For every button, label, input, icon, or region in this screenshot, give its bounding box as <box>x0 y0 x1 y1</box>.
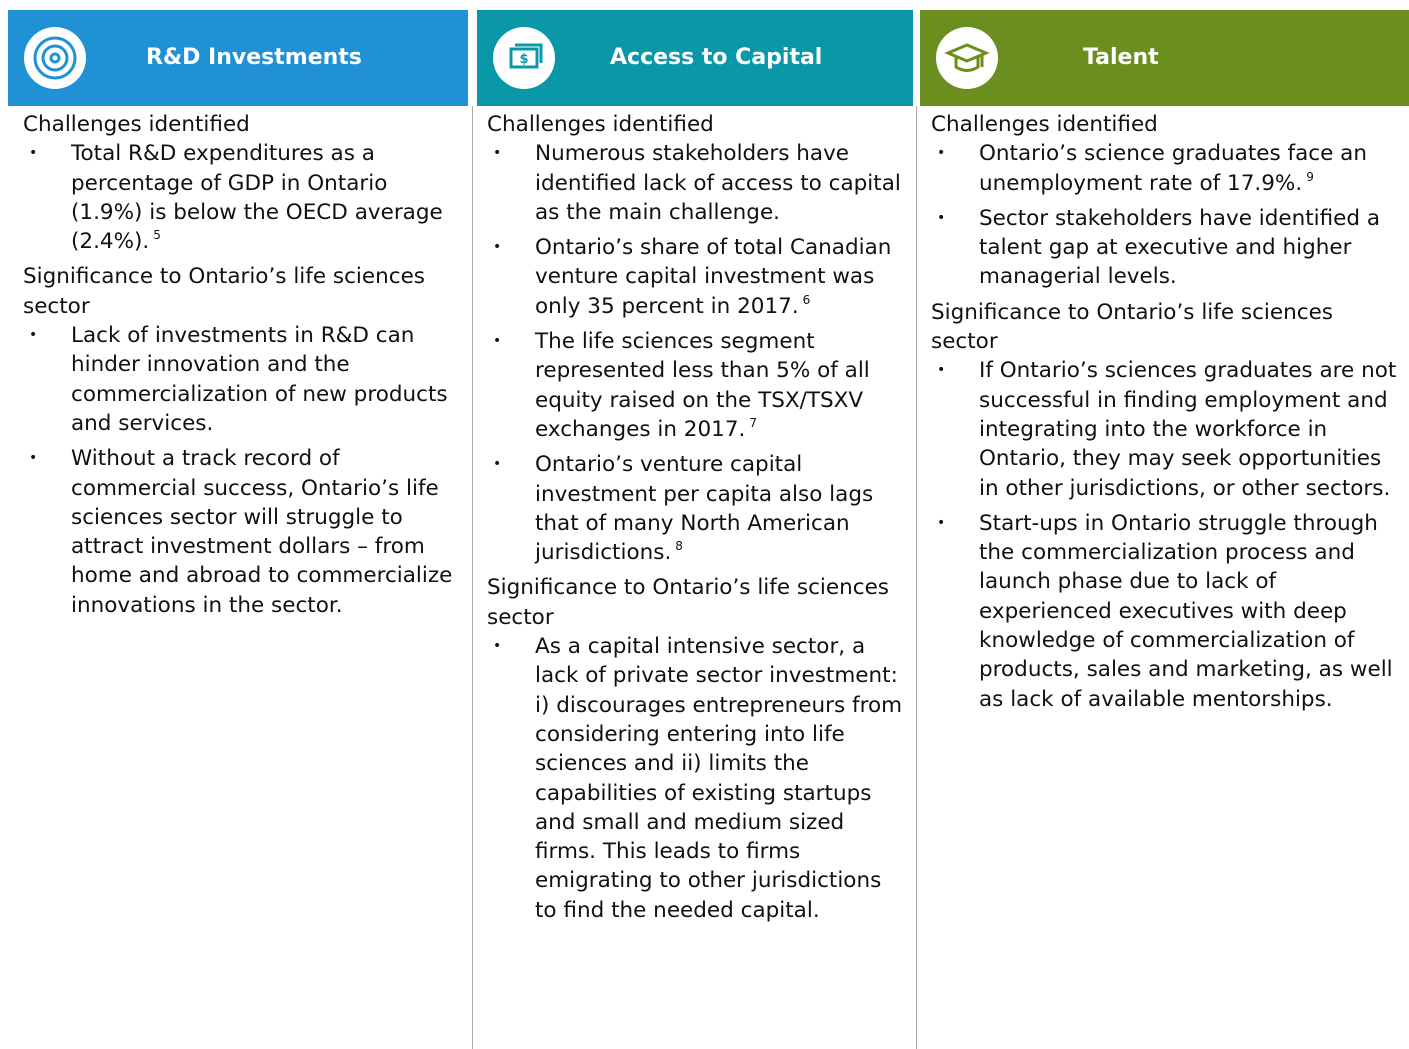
bullet-text: As a capital intensive sector, a lack of… <box>535 634 903 923</box>
footnote-ref: 5 <box>153 228 161 243</box>
footnote-ref: 6 <box>802 292 811 307</box>
bullet-item: As a capital intensive sector, a lack of… <box>487 632 907 925</box>
body: Challenges identified Ontario’s science g… <box>920 106 1409 714</box>
bullet-list: As a capital intensive sector, a lack of… <box>487 632 907 925</box>
bullet-text: Start-ups in Ontario struggle through th… <box>979 510 1393 712</box>
bullet-item: Ontario’s share of total Canadian ventur… <box>487 233 907 321</box>
section: Significance to Ontario’s life sciences … <box>931 298 1403 714</box>
header: $ Access to Capital <box>477 10 913 106</box>
column: $ Access to Capital Challenges identifie… <box>477 10 913 1049</box>
bullet-list: Lack of investments in R&D can hinder in… <box>23 321 462 620</box>
footnote-ref: 9 <box>1306 169 1314 184</box>
bullet-item: Numerous stakeholders have identified la… <box>487 139 907 227</box>
section: Challenges identified Ontario’s science g… <box>931 110 1403 292</box>
bullet-item: Total R&D expenditures as a percentage o… <box>23 139 462 256</box>
bullet-text: Ontario’s science graduates face an unem… <box>979 141 1367 196</box>
bullet-text: Ontario’s share of total Canadian ventur… <box>535 235 892 319</box>
bullet-list: Total R&D expenditures as a percentage o… <box>23 139 462 256</box>
bullet-text: Ontario’s venture capital investment per… <box>535 452 874 566</box>
bullet-item: Sector stakeholders have identified a ta… <box>931 204 1403 292</box>
title: R&D Investments <box>146 45 362 70</box>
icon: $ <box>493 27 555 89</box>
bullet-text: If Ontario’s sciences graduates are not … <box>979 358 1397 501</box>
icon <box>24 27 86 89</box>
title: Access to Capital <box>610 45 823 70</box>
bullet-list: Ontario’s science graduates face an unem… <box>931 139 1403 291</box>
bullet-text: Numerous stakeholders have identified la… <box>535 141 901 225</box>
section: Challenges identified Numerous stakeholde… <box>487 110 907 567</box>
section-heading: Challenges identified <box>487 112 714 137</box>
bullet-item: If Ontario’s sciences graduates are not … <box>931 356 1403 502</box>
header: R&D Investments <box>8 10 468 106</box>
bullet-text: Lack of investments in R&D can hinder in… <box>71 323 448 436</box>
bullet-text: The life sciences segment represented le… <box>535 329 870 442</box>
svg-text:$: $ <box>519 52 528 67</box>
column: R&D Investments Challenges identified Tot… <box>8 10 468 1049</box>
bullet-item: The life sciences segment represented le… <box>487 327 907 444</box>
section-heading: Challenges identified <box>23 112 250 137</box>
bullet-text: Sector stakeholders have identified a ta… <box>979 205 1381 290</box>
section-heading: Significance to Ontario’s life sciences … <box>23 264 426 319</box>
bullet-list: Numerous stakeholders have identified la… <box>487 139 907 567</box>
column: Talent Challenges identified Ontario’s sc… <box>920 10 1409 1049</box>
body: Challenges identified Total R&D expenditu… <box>8 106 468 620</box>
section: Challenges identified Total R&D expenditu… <box>23 110 462 256</box>
section-heading: Significance to Ontario’s life sciences … <box>487 575 890 630</box>
divider <box>916 106 917 1049</box>
section: Significance to Ontario’s life sciences … <box>487 573 907 925</box>
divider <box>472 106 473 1049</box>
title: Talent <box>1083 45 1159 70</box>
bullet-item: Ontario’s venture capital investment per… <box>487 450 907 567</box>
bullet-text: Total R&D expenditures as a percentage o… <box>71 141 443 255</box>
bullet-text: Without a track record of commercial suc… <box>71 446 453 618</box>
footnote-ref: 7 <box>749 415 757 430</box>
header: Talent <box>920 10 1409 106</box>
section-heading: Challenges identified <box>931 112 1158 137</box>
icon <box>936 27 998 89</box>
section-heading: Significance to Ontario’s life sciences … <box>931 299 1334 355</box>
bullet-item: Lack of investments in R&D can hinder in… <box>23 321 462 438</box>
bullet-item: Ontario’s science graduates face an unem… <box>931 139 1403 198</box>
footnote-ref: 8 <box>675 539 683 554</box>
section: Significance to Ontario’s life sciences … <box>23 262 462 620</box>
bullet-item: Without a track record of commercial suc… <box>23 444 462 620</box>
bullet-list: If Ontario’s sciences graduates are not … <box>931 356 1403 714</box>
body: Challenges identified Numerous stakeholde… <box>477 106 913 925</box>
bullet-item: Start-ups in Ontario struggle through th… <box>931 509 1403 714</box>
